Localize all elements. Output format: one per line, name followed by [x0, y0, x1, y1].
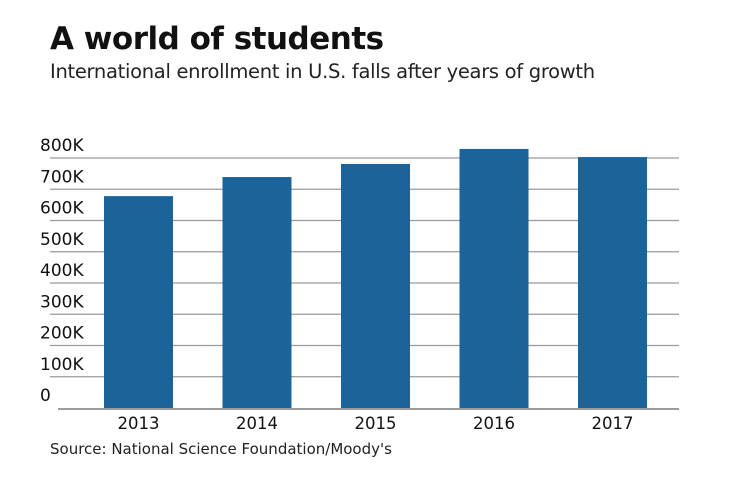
bar-2017: [578, 157, 647, 408]
bar-2014: [222, 177, 292, 408]
y-tick-label: 200K: [40, 324, 84, 344]
y-tick-label: 100K: [40, 355, 84, 375]
bar-2013: [104, 196, 173, 408]
y-tick-label: 400K: [40, 261, 84, 281]
y-tick-label: 600K: [40, 199, 84, 219]
y-axis-labels: 0 100K 200K 300K 400K 500K 600K 700K 800K: [40, 136, 84, 406]
x-axis-labels: 2013 2014 2015 2016 2017: [118, 414, 634, 433]
source-note: Source: National Science Foundation/Mood…: [50, 440, 392, 458]
bar-2016: [459, 148, 529, 408]
y-tick-label: 300K: [40, 292, 84, 312]
bars: [104, 148, 647, 408]
y-tick-label: 500K: [40, 230, 84, 250]
chart-subtitle: International enrollment in U.S. falls a…: [50, 60, 595, 83]
y-tick-label: 0: [40, 386, 51, 406]
x-tick-label: 2013: [118, 414, 160, 433]
x-tick-label: 2014: [236, 414, 278, 433]
y-tick-label: 700K: [40, 167, 84, 187]
chart-title: A world of students: [50, 21, 384, 57]
y-tick-label: 800K: [40, 136, 84, 156]
x-tick-label: 2017: [592, 414, 634, 433]
x-tick-label: 2015: [355, 414, 397, 433]
bar-2015: [341, 163, 410, 408]
x-tick-label: 2016: [473, 414, 515, 433]
